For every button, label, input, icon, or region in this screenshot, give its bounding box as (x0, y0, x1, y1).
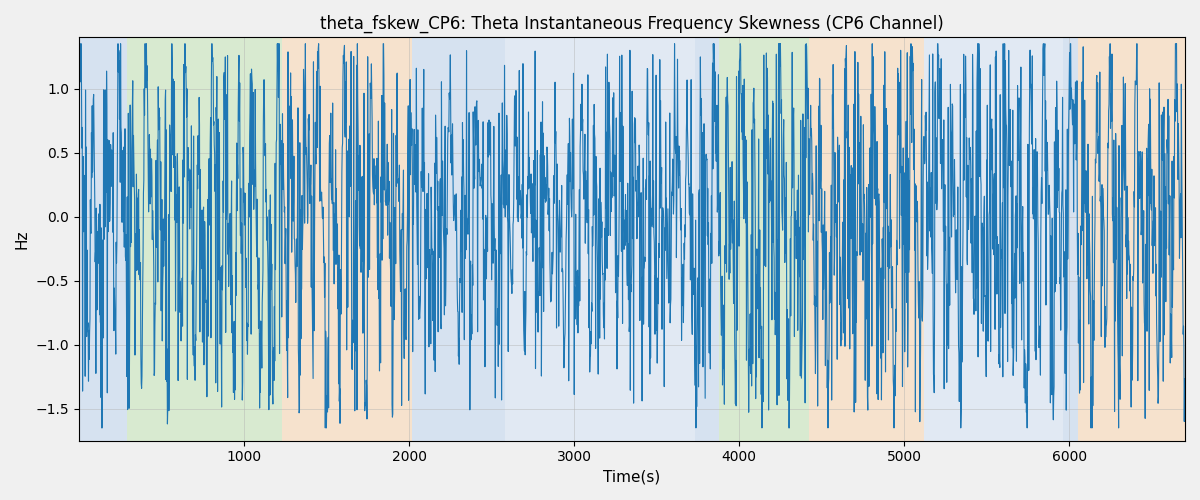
Bar (127, 38, 282, 440)
Y-axis label: Hz: Hz (14, 230, 30, 249)
Bar (695, 38, 720, 440)
Bar (79, 38, 127, 440)
Bar (282, 38, 413, 440)
Bar (1063, 38, 1078, 440)
Bar (826, 38, 924, 440)
Bar (720, 38, 809, 440)
X-axis label: Time(s): Time(s) (604, 470, 660, 485)
Bar (1078, 38, 1186, 440)
Bar (505, 38, 695, 440)
Bar (413, 38, 505, 440)
Bar (809, 38, 826, 440)
Title: theta_fskew_CP6: Theta Instantaneous Frequency Skewness (CP6 Channel): theta_fskew_CP6: Theta Instantaneous Fre… (320, 15, 944, 34)
Bar (924, 38, 1063, 440)
